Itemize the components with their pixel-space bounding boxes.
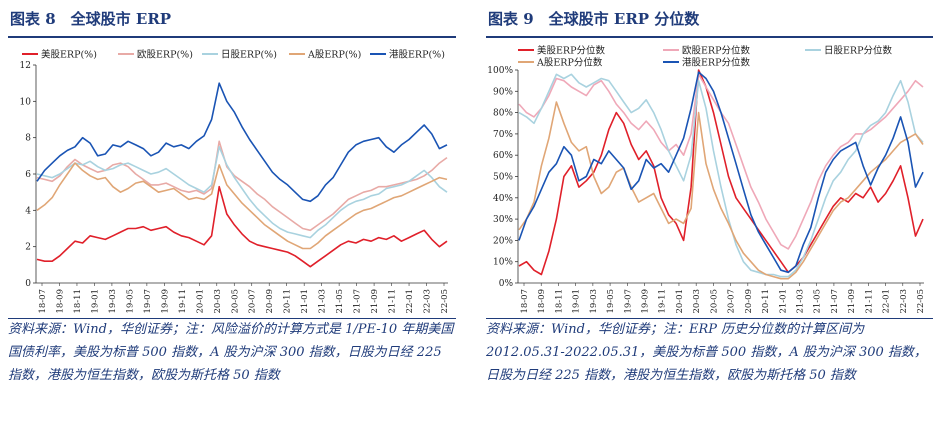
fig9-x-tick-label: 19-05 bbox=[606, 289, 616, 314]
fig9-y-tick-label: 80% bbox=[493, 109, 513, 119]
fig8-y-tick-label: 0 bbox=[25, 279, 31, 289]
fig9-x-tick-label: 22-05 bbox=[916, 289, 926, 314]
fig9-x-tick-label: 21-07 bbox=[830, 289, 840, 314]
fig8-x-tick-label: 20-11 bbox=[283, 289, 293, 314]
fig9-x-tick-label: 19-07 bbox=[623, 289, 633, 314]
fig8-series-line-2 bbox=[36, 146, 448, 239]
figure-9-title-rule bbox=[486, 36, 933, 38]
fig9-legend-label-1: 欧股ERP分位数 bbox=[682, 45, 750, 57]
figure-9-chart: 0% 10% 20% 30% 40% 50% 60% 70% 80% 90% 100% 18-07 18… bbox=[487, 45, 926, 314]
fig8-y-tick-label: 10 bbox=[20, 97, 32, 107]
fig8-x-tick-label: 20-07 bbox=[248, 289, 258, 314]
fig8-x-tick-label: 19-11 bbox=[178, 289, 188, 314]
fig9-y-tick-label: 40% bbox=[493, 194, 513, 204]
figure-8-source-note: 资料来源：Wind，华创证券；注：风险溢价的计算方式是 1/PE-10 年期美国… bbox=[8, 322, 454, 383]
fig8-x-tick-label: 21-07 bbox=[353, 289, 363, 314]
fig9-x-tick-label: 21-05 bbox=[813, 289, 823, 314]
fig8-x-tick-label: 20-03 bbox=[213, 289, 223, 314]
fig9-legend-label-3: A股ERP分位数 bbox=[536, 57, 603, 69]
fig9-legend-label-4: 港股ERP分位数 bbox=[682, 57, 750, 69]
fig9-x-tick-label: 20-03 bbox=[692, 289, 702, 314]
fig9-y-tick-label: 30% bbox=[493, 215, 513, 225]
figure-9-note-rule bbox=[486, 318, 933, 319]
fig9-x-tick-label: 20-01 bbox=[675, 289, 685, 314]
fig9-x-tick-label: 20-07 bbox=[727, 289, 737, 314]
fig8-series-line-4 bbox=[36, 82, 448, 203]
fig8-x-tick-label: 22-05 bbox=[440, 289, 450, 314]
fig9-x-tick-label: 21-11 bbox=[864, 289, 874, 314]
fig8-x-tick-label: 18-09 bbox=[55, 289, 65, 314]
fig8-y-tick-label: 4 bbox=[25, 206, 31, 216]
fig9-x-tick-label: 18-07 bbox=[520, 289, 530, 314]
fig8-series-line-0 bbox=[36, 185, 448, 268]
fig9-y-tick-label: 50% bbox=[493, 173, 513, 183]
fig8-x-tick-label: 21-03 bbox=[318, 289, 328, 314]
fig8-x-tick-label: 19-01 bbox=[90, 289, 100, 314]
fig8-x-tick-label: 19-09 bbox=[160, 289, 170, 314]
fig8-x-tick-label: 22-01 bbox=[405, 289, 415, 314]
figure-9-source-note: 资料来源：Wind，华创证券；注：ERP 历史分位数的计算区间为 2012.05… bbox=[486, 322, 927, 383]
fig8-y-tick-label: 12 bbox=[20, 61, 31, 71]
fig8-x-tick-label: 22-03 bbox=[423, 289, 433, 314]
fig9-x-tick-label: 21-03 bbox=[795, 289, 805, 314]
fig9-x-tick-label: 18-11 bbox=[554, 289, 564, 314]
fig9-series-line-2 bbox=[518, 73, 924, 278]
fig9-series-line-0 bbox=[518, 69, 924, 276]
fig8-legend-label-4: 港股ERP(%) bbox=[389, 49, 445, 61]
figure-8-note-rule bbox=[8, 318, 456, 319]
fig9-x-tick-label: 19-01 bbox=[572, 289, 582, 314]
fig9-legend-label-2: 日股ERP分位数 bbox=[824, 45, 892, 57]
fig8-legend-label-0: 美股ERP(%) bbox=[41, 49, 97, 61]
fig9-x-tick-label: 20-05 bbox=[709, 289, 719, 314]
fig9-x-tick-label: 18-09 bbox=[537, 289, 547, 314]
fig9-y-tick-label: 60% bbox=[493, 151, 513, 161]
fig9-y-tick-label: 90% bbox=[493, 87, 513, 97]
fig9-x-tick-label: 20-09 bbox=[744, 289, 754, 314]
fig8-legend-label-2: 日股ERP(%) bbox=[221, 50, 277, 61]
fig9-series-line-4 bbox=[518, 71, 924, 274]
fig8-x-tick-label: 19-05 bbox=[125, 289, 135, 314]
fig8-y-tick-label: 6 bbox=[25, 170, 31, 180]
fig9-x-tick-label: 20-11 bbox=[761, 289, 771, 314]
fig8-series-line-3 bbox=[36, 162, 448, 250]
fig8-series-line-1 bbox=[36, 140, 448, 232]
fig8-y-tick-label: 2 bbox=[25, 243, 31, 253]
fig8-y-tick-label: 8 bbox=[25, 134, 31, 144]
fig8-x-tick-label: 21-01 bbox=[300, 289, 310, 314]
fig9-x-tick-label: 22-03 bbox=[899, 289, 909, 314]
fig9-x-tick-label: 19-09 bbox=[641, 289, 651, 314]
fig8-x-tick-label: 21-11 bbox=[388, 289, 398, 314]
fig9-x-tick-label: 19-11 bbox=[658, 289, 668, 314]
fig9-x-tick-label: 22-01 bbox=[882, 289, 892, 314]
fig9-x-tick-label: 19-03 bbox=[589, 289, 599, 314]
fig8-x-tick-label: 21-05 bbox=[335, 289, 345, 314]
figure-8-chart: 0 2 4 6 8 10 12 18-07 18-09 18-11 19-01 19-03 19-05 1… bbox=[20, 49, 450, 314]
fig9-x-tick-label: 21-01 bbox=[778, 289, 788, 314]
fig8-x-tick-label: 18-11 bbox=[73, 289, 83, 314]
fig8-legend-label-1: 欧股ERP(%) bbox=[137, 49, 193, 61]
figure-8-title-rule bbox=[8, 36, 456, 38]
fig8-x-tick-label: 18-07 bbox=[38, 289, 48, 314]
fig8-x-tick-label: 21-09 bbox=[370, 289, 380, 314]
fig8-x-tick-label: 20-01 bbox=[195, 289, 205, 314]
fig8-x-tick-label: 19-07 bbox=[143, 289, 153, 314]
fig8-legend-label-3: A股ERP(%) bbox=[307, 50, 361, 61]
fig9-y-tick-label: 70% bbox=[493, 130, 513, 140]
fig8-x-tick-label: 19-03 bbox=[108, 289, 118, 314]
fig9-y-tick-label: 20% bbox=[493, 236, 513, 246]
fig9-x-tick-label: 21-09 bbox=[847, 289, 857, 314]
fig9-series-line-3 bbox=[518, 101, 924, 280]
figure-8-title: 图表 8 全球股市 ERP bbox=[10, 10, 172, 28]
fig9-y-tick-label: 0% bbox=[499, 279, 514, 289]
fig9-y-tick-label: 100% bbox=[487, 66, 513, 76]
fig8-x-tick-label: 20-09 bbox=[265, 289, 275, 314]
fig9-y-tick-label: 10% bbox=[493, 258, 513, 268]
figure-9-title: 图表 9 全球股市 ERP 分位数 bbox=[488, 10, 700, 28]
fig8-x-tick-label: 20-05 bbox=[230, 289, 240, 314]
fig9-legend-label-0: 美股ERP分位数 bbox=[537, 45, 605, 57]
